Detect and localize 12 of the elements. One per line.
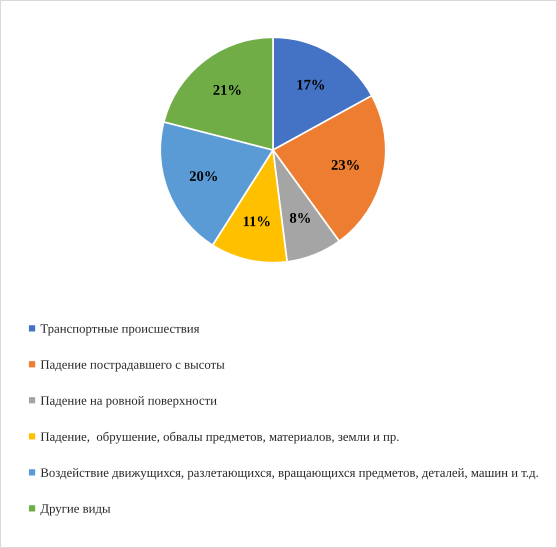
- data-label: 8%: [290, 212, 310, 223]
- data-label: 23%: [332, 160, 359, 170]
- legend-label: Транспортные происшествия: [40, 324, 200, 336]
- data-label: 11%: [244, 216, 270, 226]
- legend-label: Падение на ровной поверхности: [40, 396, 217, 408]
- data-label: 20%: [190, 171, 218, 182]
- legend-label: Воздействие движущихся, разлетающихся, вращающихся предметов, деталей, машин и т.д.: [40, 468, 538, 480]
- legend-label: Другие виды: [40, 504, 110, 516]
- legend-label: Падение пострадавшего с высоты: [40, 360, 224, 372]
- data-label: 17%: [297, 80, 324, 90]
- data-label: 21%: [213, 85, 241, 95]
- legend-label: Падение, обрушение, обвалы предметов, материалов, земли и пр.: [40, 432, 399, 444]
